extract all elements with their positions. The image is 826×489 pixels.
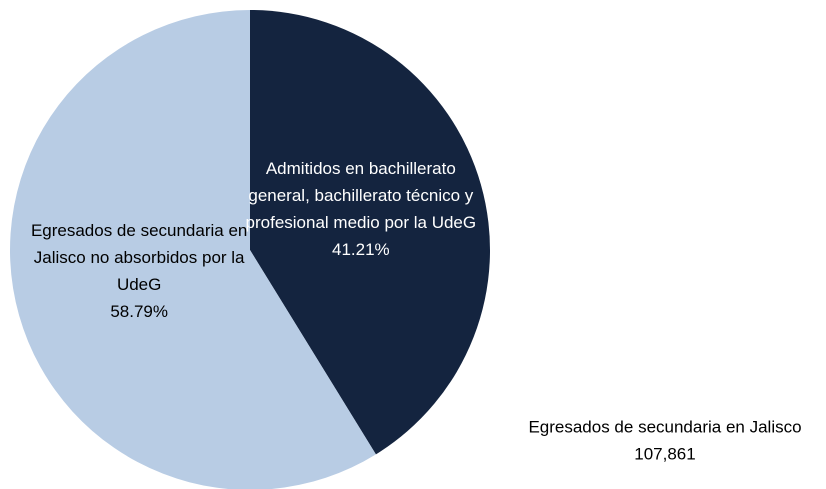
pie-slice	[250, 10, 491, 455]
value-label: 58.79%	[110, 302, 168, 322]
annotation-value: 107,861	[634, 444, 695, 463]
slice-label: Admitidos en bachillerato general, bachi…	[236, 129, 486, 289]
slice-label-box: Egresados de secundaria en Jalisco no ab…	[14, 191, 264, 351]
category-label: Egresados de secundaria en Jalisco no ab…	[30, 221, 248, 295]
slice-label: Egresados de secundaria en Jalisco no ab…	[14, 191, 264, 351]
pie-slice	[10, 10, 376, 489]
annotation: Egresados de secundaria en Jalisco	[528, 417, 801, 436]
value-label: 41.21%	[331, 239, 390, 259]
category-label: Admitidos en bachillerato general, bachi…	[245, 158, 477, 232]
slice-label-box: Admitidos en bachillerato general, bachi…	[236, 129, 486, 289]
